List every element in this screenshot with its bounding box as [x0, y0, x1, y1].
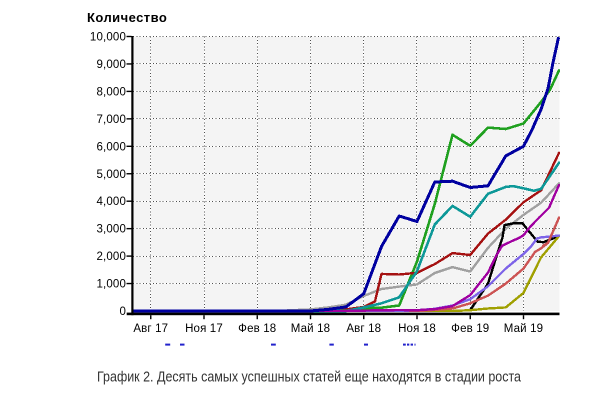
- svg-text:Авг 17: Авг 17: [133, 323, 168, 335]
- svg-text:6,000: 6,000: [96, 141, 126, 153]
- svg-text:Количество: Количество: [87, 10, 167, 25]
- svg-text:8,000: 8,000: [96, 86, 126, 98]
- svg-text:Май 18: Май 18: [291, 323, 330, 335]
- svg-text:Ноя 17: Ноя 17: [185, 323, 223, 335]
- svg-text:0: 0: [119, 306, 126, 318]
- svg-text:9,000: 9,000: [96, 59, 126, 71]
- svg-text:4,000: 4,000: [96, 196, 126, 208]
- svg-text:1,000: 1,000: [96, 279, 126, 291]
- svg-text:Ноя 18: Ноя 18: [398, 323, 436, 335]
- svg-text:10,000: 10,000: [90, 32, 126, 44]
- svg-text:3,000: 3,000: [96, 224, 126, 236]
- svg-text:График 2. Десять самых успешны: График 2. Десять самых успешных статей е…: [97, 370, 522, 386]
- svg-text:Авг 18: Авг 18: [346, 323, 381, 335]
- svg-text:5,000: 5,000: [96, 169, 126, 181]
- svg-text:7,000: 7,000: [96, 114, 126, 126]
- svg-text:Фев 18: Фев 18: [238, 323, 276, 335]
- svg-text:Фев 19: Фев 19: [451, 323, 489, 335]
- svg-text:Май 19: Май 19: [504, 323, 543, 335]
- svg-text:2,000: 2,000: [96, 251, 126, 263]
